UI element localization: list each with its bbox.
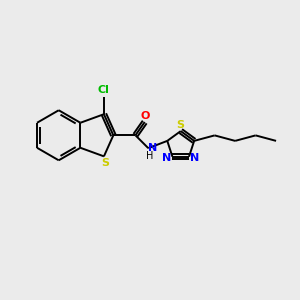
Text: Cl: Cl — [98, 85, 110, 95]
Text: N: N — [163, 153, 172, 163]
Text: N: N — [190, 153, 199, 163]
Text: S: S — [101, 158, 109, 168]
Text: H: H — [146, 151, 154, 161]
Text: S: S — [176, 120, 184, 130]
Text: N: N — [148, 142, 158, 153]
Text: O: O — [140, 111, 150, 121]
